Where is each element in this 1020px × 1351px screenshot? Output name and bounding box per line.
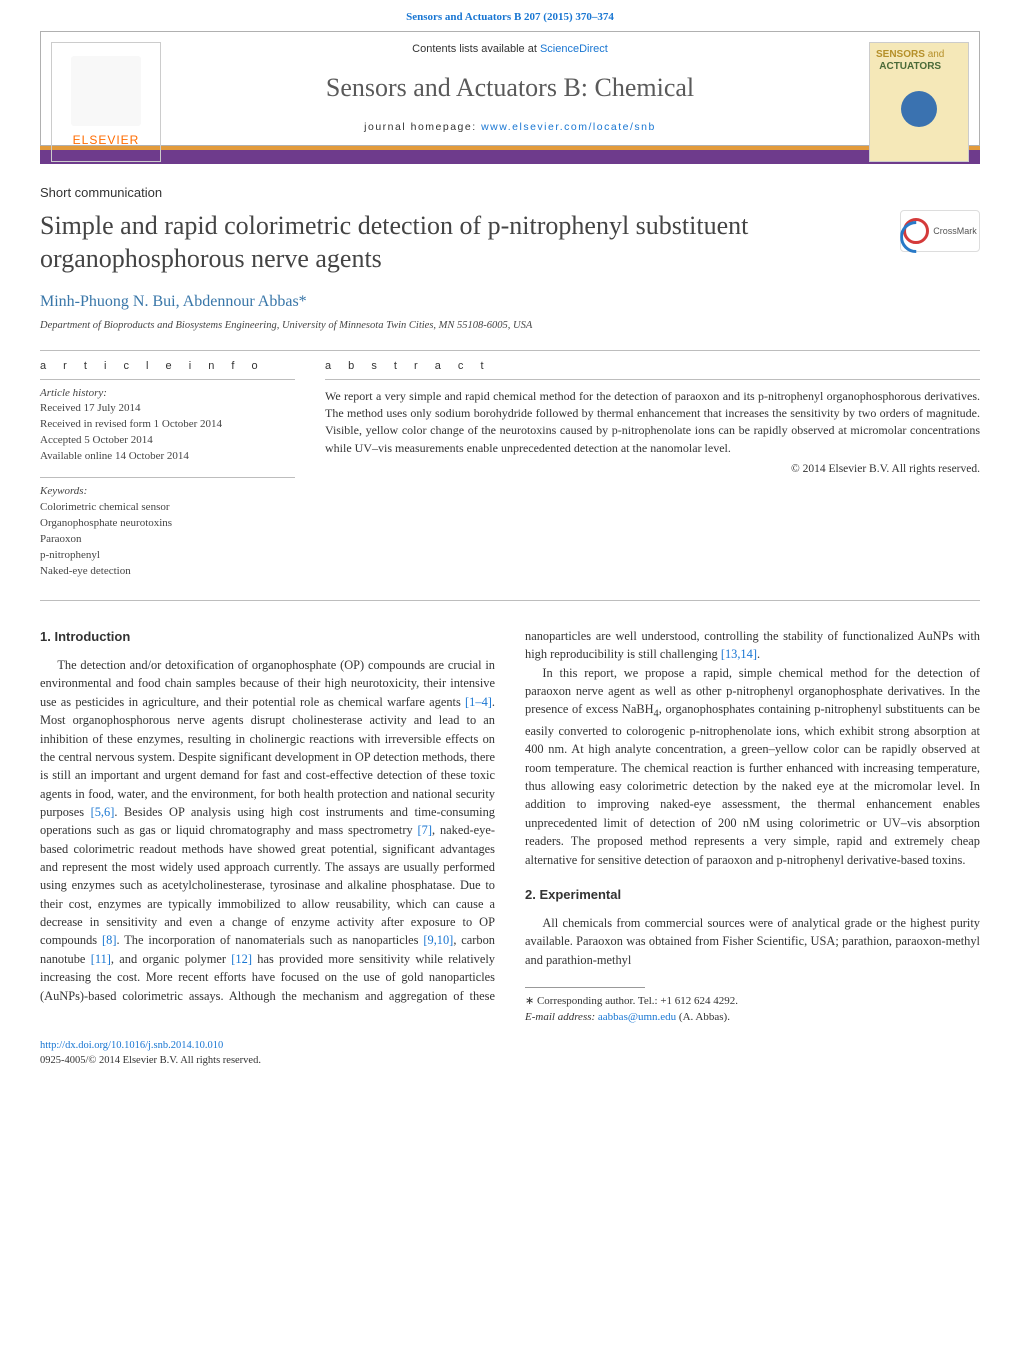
doi-footer: http://dx.doi.org/10.1016/j.snb.2014.10.… xyxy=(40,1039,980,1068)
cover-and: and xyxy=(928,49,945,60)
citation-link[interactable]: Sensors and Actuators B 207 (2015) 370–3… xyxy=(406,11,614,23)
article-info-label: a r t i c l e i n f o xyxy=(40,359,295,374)
affiliation: Department of Bioproducts and Biosystems… xyxy=(40,319,980,334)
ref-9-10[interactable]: [9,10] xyxy=(423,933,453,947)
ref-13-14[interactable]: [13,14] xyxy=(721,647,757,661)
rule-top xyxy=(40,350,980,351)
article-type: Short communication xyxy=(40,184,980,202)
ref-11[interactable]: [11] xyxy=(91,952,111,966)
body-text: 1. Introduction The detection and/or det… xyxy=(40,627,980,1025)
journal-cover-thumb[interactable]: SENSORS and ACTUATORS xyxy=(869,42,969,162)
ref-1-4[interactable]: [1–4] xyxy=(465,695,492,709)
history-label: Article history: xyxy=(40,387,107,399)
color-bar xyxy=(40,146,980,164)
corr-email-link[interactable]: aabbas@umn.edu xyxy=(598,1011,676,1023)
journal-masthead: ELSEVIER SENSORS and ACTUATORS Contents … xyxy=(40,31,980,145)
email-prefix: E-mail address: xyxy=(525,1011,598,1023)
elsevier-logo[interactable]: ELSEVIER xyxy=(51,42,161,162)
ref-7[interactable]: [7] xyxy=(418,823,432,837)
section-2-title: 2. Experimental xyxy=(525,885,980,904)
journal-title: Sensors and Actuators B: Chemical xyxy=(191,70,829,106)
doi-link[interactable]: http://dx.doi.org/10.1016/j.snb.2014.10.… xyxy=(40,1040,223,1051)
citation-link-bar: Sensors and Actuators B 207 (2015) 370–3… xyxy=(0,0,1020,31)
crossmark-badge[interactable]: CrossMark xyxy=(900,210,980,252)
author-list: Minh-Phuong N. Bui, Abdennour Abbas* xyxy=(40,291,980,313)
elsevier-label: ELSEVIER xyxy=(73,132,140,149)
article-history: Article history: Received 17 July 2014Re… xyxy=(40,386,295,466)
abstract-column: a b s t r a c t We report a very simple … xyxy=(325,359,980,592)
rule-keywords xyxy=(40,477,295,478)
abstract-copyright: © 2014 Elsevier B.V. All rights reserved… xyxy=(325,461,980,477)
exp-p1: All chemicals from commercial sources we… xyxy=(525,914,980,969)
cover-line2: ACTUATORS xyxy=(879,61,941,72)
sciencedirect-link[interactable]: ScienceDirect xyxy=(540,43,608,55)
ref-5-6[interactable]: [5,6] xyxy=(91,805,115,819)
article-info-column: a r t i c l e i n f o Article history: R… xyxy=(40,359,295,592)
journal-homepage-link[interactable]: www.elsevier.com/locate/snb xyxy=(481,121,656,133)
history-list: Received 17 July 2014Received in revised… xyxy=(40,402,222,462)
rule-bottom xyxy=(40,600,980,601)
footnote-sep xyxy=(525,987,645,988)
elsevier-tree-icon xyxy=(71,56,141,126)
journal-homepage: journal homepage: www.elsevier.com/locat… xyxy=(191,120,829,135)
article-title: Simple and rapid colorimetric detection … xyxy=(40,210,882,275)
rule-abstract xyxy=(325,379,980,380)
crossmark-icon xyxy=(903,218,929,244)
cover-graphic-icon xyxy=(901,91,937,127)
corresponding-mark: * xyxy=(299,293,307,310)
email-suffix: (A. Abbas). xyxy=(676,1011,730,1023)
intro-p2: In this report, we propose a rapid, simp… xyxy=(525,664,980,869)
corr-tel: ∗ Corresponding author. Tel.: +1 612 624… xyxy=(525,994,980,1009)
abstract-text: We report a very simple and rapid chemic… xyxy=(325,388,980,458)
section-1-title: 1. Introduction xyxy=(40,627,495,646)
keywords-list: Colorimetric chemical sensorOrganophosph… xyxy=(40,501,172,577)
keywords-block: Keywords: Colorimetric chemical sensorOr… xyxy=(40,484,295,580)
rule-info xyxy=(40,379,295,380)
abstract-label: a b s t r a c t xyxy=(325,359,980,374)
ref-8[interactable]: [8] xyxy=(102,933,116,947)
crossmark-label: CrossMark xyxy=(933,225,977,238)
contents-line: Contents lists available at ScienceDirec… xyxy=(191,42,829,57)
cover-line1: SENSORS xyxy=(876,49,925,60)
issn-copyright: 0925-4005/© 2014 Elsevier B.V. All right… xyxy=(40,1055,261,1066)
keywords-label: Keywords: xyxy=(40,485,87,497)
ref-12[interactable]: [12] xyxy=(231,952,252,966)
corresponding-footnote: ∗ Corresponding author. Tel.: +1 612 624… xyxy=(525,994,980,1025)
